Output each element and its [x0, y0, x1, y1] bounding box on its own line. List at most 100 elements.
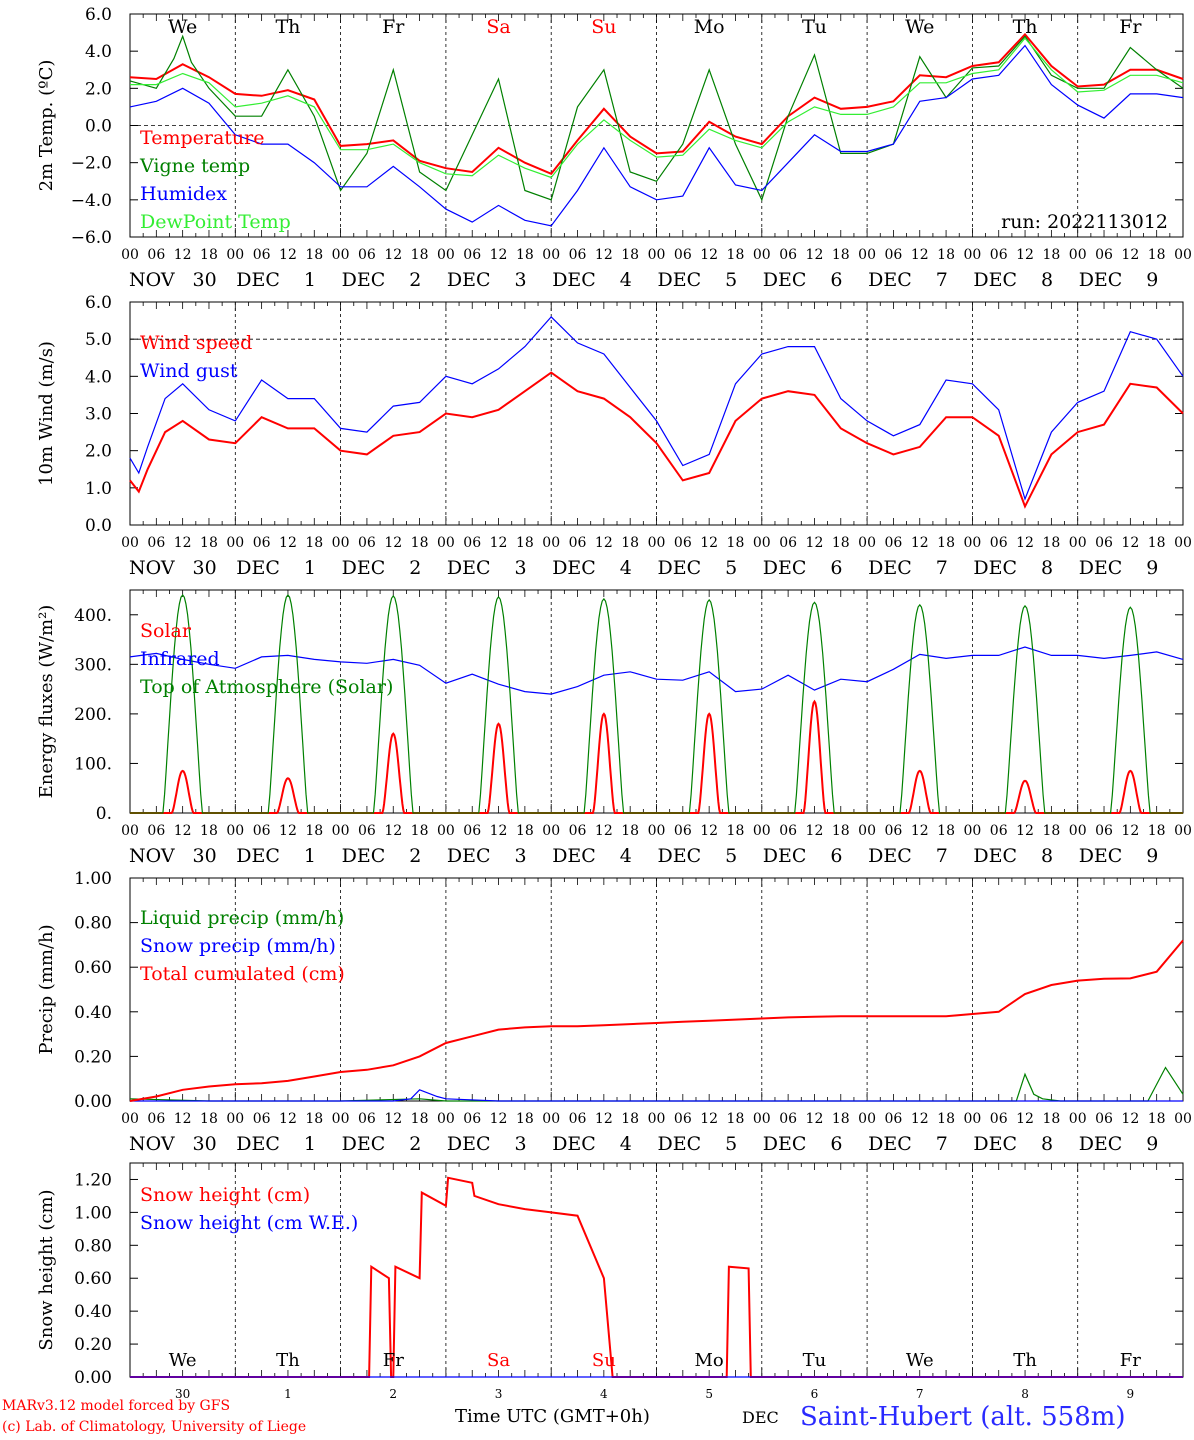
hour-tick-label: 06	[358, 823, 376, 839]
date-day-label: 6	[830, 845, 842, 867]
hour-tick-label: 18	[305, 1111, 323, 1127]
date-day-label: 9	[1146, 1133, 1158, 1155]
date-month-label: DEC	[552, 557, 596, 579]
hour-tick-label: 12	[911, 535, 929, 551]
hour-tick-label: 06	[463, 535, 481, 551]
date-day-label: 5	[725, 557, 737, 579]
hour-tick-label: 06	[990, 535, 1008, 551]
hour-tick-label: 06	[147, 247, 165, 263]
hour-tick-label: 18	[516, 247, 534, 263]
series-dewpoint-temp-line	[130, 37, 1184, 179]
y-tick-label: −4.0	[71, 191, 112, 211]
y-tick-label: 0.20	[74, 1047, 112, 1067]
time-axis-label: Time UTC (GMT+0h)	[455, 1406, 650, 1427]
y-tick-label: 0.	[96, 804, 112, 824]
date-day-label: 3	[515, 269, 527, 291]
hour-tick-label: 12	[806, 823, 824, 839]
weekday-label: Tu	[802, 16, 827, 38]
hour-tick-label: 00	[542, 535, 560, 551]
hour-tick-label: 18	[832, 535, 850, 551]
hour-tick-label: 12	[279, 1111, 297, 1127]
y-tick-label: 0.40	[74, 1003, 112, 1023]
hour-tick-label: 00	[753, 823, 771, 839]
date-day-label: 1	[304, 1133, 316, 1155]
date-month-label: DEC	[552, 269, 596, 291]
hour-tick-label: 18	[937, 823, 955, 839]
hour-tick-label: 00	[121, 1111, 139, 1127]
weekday-label: We	[906, 1350, 934, 1371]
hour-tick-label: 06	[1095, 1111, 1113, 1127]
weekday-label: Sa	[487, 1350, 510, 1371]
date-month-label: DEC	[658, 269, 702, 291]
date-day-label: 1	[304, 269, 316, 291]
run-annotation: run: 2022113012	[1001, 211, 1168, 233]
series-wind-gust-line	[129, 316, 1184, 501]
date-day-label: 9	[1146, 269, 1158, 291]
legend-entry: Snow height (cm)	[140, 1184, 310, 1206]
hour-tick-label: 00	[648, 535, 666, 551]
weekday-label: We	[168, 16, 197, 38]
hour-tick-label: 00	[1069, 823, 1087, 839]
date-month-label: DEC	[763, 557, 807, 579]
date-month-label: DEC	[236, 557, 280, 579]
hour-tick-label: 06	[463, 823, 481, 839]
hour-tick-label: 00	[753, 1111, 771, 1127]
hour-tick-label: 06	[569, 1111, 587, 1127]
hour-tick-label: 00	[753, 535, 771, 551]
legend-entry: Liquid precip (mm/h)	[140, 907, 344, 929]
date-month-label: DEC	[868, 845, 912, 867]
hour-tick-label: 12	[1121, 1111, 1139, 1127]
hour-tick-label: 06	[779, 535, 797, 551]
hour-tick-label: 00	[226, 823, 244, 839]
hour-tick-label: 12	[806, 1111, 824, 1127]
hour-tick-label: 18	[832, 247, 850, 263]
date-day-label: 8	[1021, 1387, 1029, 1401]
date-month-label: DEC	[763, 845, 807, 867]
y-tick-label: 0.0	[85, 117, 112, 137]
hour-tick-label: 18	[621, 247, 639, 263]
date-day-label: 4	[620, 557, 632, 579]
hour-tick-label: 00	[121, 535, 139, 551]
date-day-label: 3	[515, 1133, 527, 1155]
y-tick-label: 300.	[74, 655, 112, 675]
legend-entry: Wind gust	[140, 360, 238, 382]
hour-tick-label: 18	[621, 535, 639, 551]
legend-entry: Infrared	[140, 648, 220, 670]
y-tick-label: 200.	[74, 705, 112, 725]
hour-tick-label: 00	[648, 1111, 666, 1127]
y-tick-label: 0.80	[74, 914, 112, 934]
weekday-label: Fr	[1120, 1350, 1141, 1371]
y-tick-label: 0.60	[74, 1269, 112, 1289]
hour-tick-label: 12	[1121, 535, 1139, 551]
y-axis-label: Precip (mm/h)	[36, 924, 57, 1054]
hour-tick-label: 12	[700, 247, 718, 263]
panel-temperature: −6.0 −4.0 −2.0 0.0 2.0 4.0 6.0 2m Temp. (ºC) Tem…	[36, 5, 1192, 291]
hour-tick-label: 06	[463, 1111, 481, 1127]
legend-entry: Snow height (cm W.E.)	[140, 1212, 358, 1234]
hour-tick-label: 18	[1042, 535, 1060, 551]
hour-tick-label: 06	[885, 1111, 903, 1127]
date-day-label: 1	[304, 557, 316, 579]
hour-tick-label: 18	[727, 535, 745, 551]
hour-tick-label: 00	[1069, 535, 1087, 551]
y-tick-label: 1.00	[74, 1203, 112, 1223]
hour-tick-label: 00	[332, 1111, 350, 1127]
y-tick-label: 4.0	[85, 42, 112, 62]
legend-entry: Temperature	[140, 127, 264, 149]
y-tick-label: 4.0	[85, 367, 112, 387]
weekday-label: Mo	[695, 1350, 724, 1371]
hour-tick-label: 06	[1095, 535, 1113, 551]
date-month-label: DEC	[658, 845, 702, 867]
hour-tick-label: 12	[595, 535, 613, 551]
date-day-label: 7	[936, 845, 948, 867]
hour-tick-label: 00	[1174, 535, 1192, 551]
date-month-label: DEC	[236, 1133, 280, 1155]
hour-tick-label: 18	[516, 823, 534, 839]
weekday-label: Mo	[694, 16, 725, 38]
y-tick-label: 400.	[74, 606, 112, 626]
date-day-label: 3	[515, 557, 527, 579]
y-tick-label: 100.	[74, 754, 112, 774]
hour-tick-label: 12	[700, 823, 718, 839]
weekday-label: Th	[275, 16, 300, 38]
